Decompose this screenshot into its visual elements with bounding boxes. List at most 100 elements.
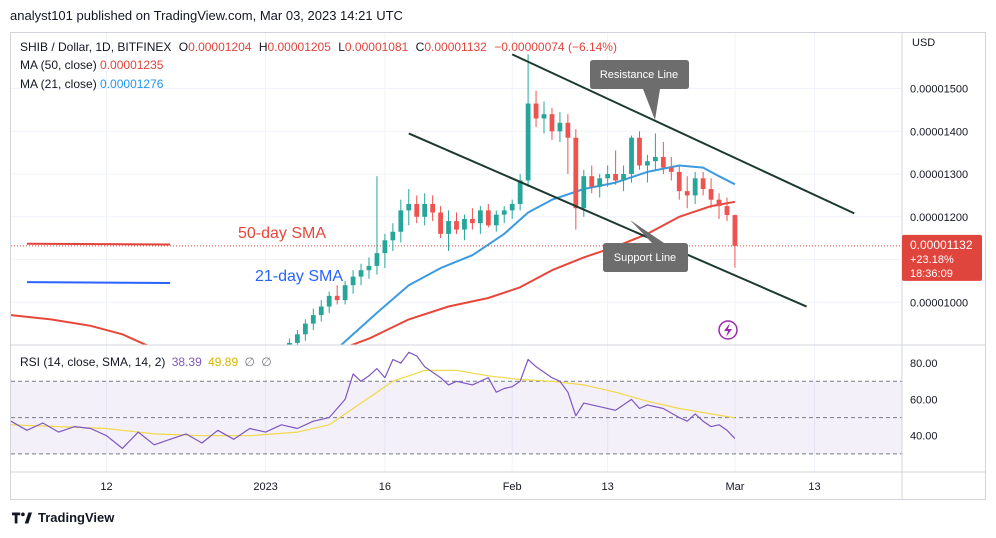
publisher-name[interactable]: analyst101 <box>10 8 73 23</box>
candle <box>358 263 364 286</box>
candle-body <box>708 189 714 200</box>
rsi-extra-1: ∅ <box>244 355 255 369</box>
support-callout[interactable]: Support Line <box>603 220 688 272</box>
candle-body <box>279 354 284 356</box>
change-value: −0.00000074 (−6.14%) <box>494 40 617 54</box>
ma21-label: MA (21, close) <box>20 77 97 91</box>
candle <box>477 206 483 234</box>
ma21-legend[interactable]: MA (21, close) 0.00001276 <box>20 77 163 91</box>
rsi-sma-value: 49.89 <box>208 355 239 369</box>
tradingview-logo-icon <box>12 512 32 523</box>
candle-body <box>557 122 563 132</box>
candle <box>446 210 451 251</box>
candle-body <box>192 375 197 377</box>
ohlc-legend: SHIB / Dollar, 1D, BITFINEX O0.00001204 … <box>20 40 617 54</box>
ma50-line-group <box>11 200 736 345</box>
current-price-tag: 0.00001132 +23.18% 18:36:09 <box>902 234 982 281</box>
candle <box>692 171 698 204</box>
candle-body <box>581 176 587 209</box>
candle <box>310 308 316 331</box>
rsi-tick-label: 40.00 <box>910 431 938 443</box>
channel-lines <box>408 53 855 308</box>
resistance-callout-box <box>590 60 689 120</box>
published-text: published on <box>72 8 154 23</box>
footer-brand[interactable]: TradingView <box>12 510 114 525</box>
candle <box>597 174 603 198</box>
candle-body <box>310 315 316 324</box>
candle <box>724 197 730 222</box>
resistance-callout-text: Resistance Line <box>600 69 678 81</box>
candle <box>501 206 507 224</box>
candle-body <box>597 178 603 187</box>
candle <box>517 174 523 211</box>
candle <box>533 90 539 128</box>
candle-body <box>215 375 220 377</box>
candle-body <box>358 270 364 277</box>
candle-body <box>501 210 507 215</box>
lightning-badge[interactable] <box>718 320 738 340</box>
site-link[interactable]: TradingView.com <box>153 8 253 23</box>
candle-body <box>350 276 356 286</box>
candle-body <box>271 354 276 358</box>
candle <box>398 199 404 243</box>
candle-body <box>239 369 244 375</box>
x-tick-label: Mar <box>725 481 744 493</box>
candle-body <box>549 114 555 132</box>
rsi-tick-label: 80.00 <box>910 358 938 370</box>
price-tick-label: 0.00001500 <box>910 84 968 96</box>
ma50-legend[interactable]: MA (50, close) 0.00001235 <box>20 58 163 72</box>
candle-body <box>366 265 372 271</box>
candle-body <box>430 203 436 213</box>
candle-body <box>613 174 618 181</box>
ma21-line <box>339 164 736 345</box>
ma50-value: 0.00001235 <box>100 58 164 72</box>
price-tick-label: 0.00001200 <box>910 212 968 224</box>
candle-body <box>692 178 698 196</box>
candle-body <box>621 174 626 181</box>
candle-body <box>660 156 666 168</box>
candle-body <box>295 334 300 343</box>
candle <box>613 150 618 185</box>
candle-body <box>589 176 595 187</box>
candle-body <box>207 375 212 379</box>
candle <box>374 176 380 275</box>
candle-body <box>454 221 459 230</box>
symbol-label[interactable]: SHIB / Dollar, 1D, BITFINEX <box>20 40 172 54</box>
candle <box>565 114 571 175</box>
candle-body <box>398 210 404 232</box>
rsi-legend[interactable]: RSI (14, close, SMA, 14, 2) 38.39 49.89 … <box>20 355 272 369</box>
candle-body <box>605 174 611 179</box>
candle-body <box>318 306 324 316</box>
candle-body <box>684 191 690 196</box>
candle-body <box>422 203 428 217</box>
candle <box>525 54 531 187</box>
candle-body <box>573 137 579 209</box>
candle-body <box>716 199 722 207</box>
candle-body <box>700 178 706 189</box>
rsi-tick-label: 60.00 <box>910 394 938 406</box>
ma50-label: MA (50, close) <box>20 58 97 72</box>
candle-body <box>732 215 738 246</box>
x-tick-label: 13 <box>602 481 614 493</box>
rsi-extra-2: ∅ <box>261 355 272 369</box>
candle <box>295 330 300 345</box>
x-tick-label: 16 <box>379 481 391 493</box>
resistance-callout[interactable]: Resistance Line <box>590 60 689 120</box>
candle <box>318 300 324 322</box>
close-label: C <box>415 40 425 54</box>
candle <box>708 178 714 209</box>
candle <box>573 129 579 230</box>
candle <box>621 165 626 192</box>
candle-body <box>382 240 388 254</box>
candle-body <box>374 253 380 266</box>
publish-date: , Mar 03, 2023 14:21 UTC <box>252 8 403 23</box>
candle <box>279 345 284 362</box>
support-callout-box <box>603 220 688 272</box>
x-tick-label: 2023 <box>253 481 277 493</box>
x-tick-label: Feb <box>503 481 522 493</box>
candle-body <box>184 373 189 377</box>
candle <box>326 291 332 313</box>
price-tick-label: 0.00001000 <box>910 297 968 309</box>
candle-body <box>517 180 523 204</box>
